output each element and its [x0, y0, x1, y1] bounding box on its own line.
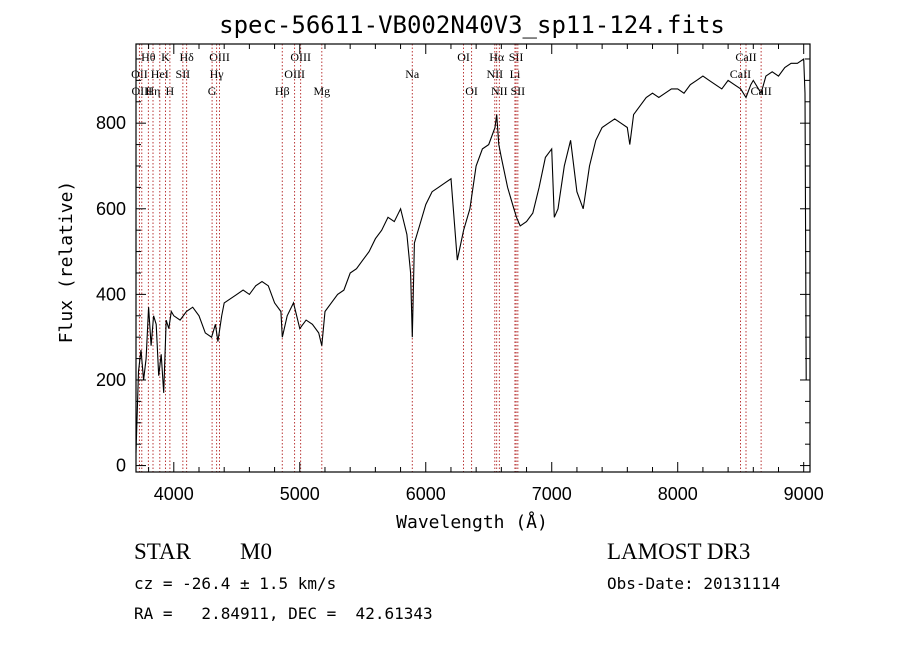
spectrum-series-line	[135, 57, 807, 453]
line-label-6: SII	[176, 67, 191, 81]
line-label-17: OI	[457, 50, 470, 64]
line-label-18: OI	[465, 84, 478, 98]
line-label-21: NII	[491, 84, 508, 98]
line-label-25: CaII	[735, 50, 756, 64]
x-tick-label-7000: 7000	[532, 484, 572, 504]
line-label-10: Hγ	[210, 67, 225, 81]
y-tick-label-600: 600	[96, 199, 126, 219]
y-tick-label-200: 200	[96, 370, 126, 390]
y-tick-label-400: 400	[96, 284, 126, 304]
x-axis-label: Wavelength (Å)	[396, 511, 548, 533]
line-label-7: H	[166, 84, 175, 98]
line-label-12: Hβ	[275, 84, 290, 98]
line-label-8: Hδ	[179, 50, 194, 64]
survey-name: LAMOST DR3	[607, 539, 751, 564]
observation-date: Obs-Date: 20131114	[607, 574, 781, 593]
line-label-15: Mg	[313, 84, 330, 98]
line-label-11: G	[208, 84, 217, 98]
line-label-9: OIII	[209, 50, 230, 64]
line-label-3: Hη	[146, 84, 161, 98]
line-label-16: Na	[405, 67, 420, 81]
line-label-14: OIII	[284, 67, 305, 81]
axis-ticks: 4000 5000 6000 7000 8000 9000 0 200 400 600 800	[96, 44, 824, 504]
line-label-2: OIII	[131, 84, 152, 98]
x-tick-label-9000: 9000	[784, 484, 824, 504]
line-label-27: CaII	[750, 84, 771, 98]
line-label-19: Hα	[489, 50, 505, 64]
x-tick-label-6000: 6000	[406, 484, 446, 504]
object-subclass: M0	[240, 539, 272, 564]
line-label-5: K	[161, 50, 170, 64]
line-label-24: SII	[511, 84, 526, 98]
x-tick-label-8000: 8000	[658, 484, 698, 504]
line-label-4: HeI	[151, 67, 169, 81]
y-axis-label: Flux (relative)	[56, 181, 77, 344]
x-tick-label-5000: 5000	[280, 484, 320, 504]
line-label-13: OIII	[290, 50, 311, 64]
redshift-cz: cz = -26.4 ± 1.5 km/s	[134, 574, 337, 593]
line-label-26: CaII	[730, 67, 751, 81]
plot-frame	[135, 43, 811, 473]
y-tick-label-0: 0	[116, 456, 126, 476]
y-tick-label-800: 800	[96, 113, 126, 133]
line-label-20: NII	[486, 67, 503, 81]
sky-coordinates: RA = 2.84911, DEC = 42.61343	[134, 604, 433, 623]
x-tick-label-4000: 4000	[154, 484, 194, 504]
line-label-22: SII	[509, 50, 524, 64]
line-label-1: OII	[131, 67, 148, 81]
chart-title: spec-56611-VB002N40V3_sp11-124.fits	[219, 11, 725, 39]
object-class: STAR	[134, 539, 191, 564]
line-label-23: Li	[510, 67, 521, 81]
line-label-0: Hθ	[141, 50, 156, 64]
